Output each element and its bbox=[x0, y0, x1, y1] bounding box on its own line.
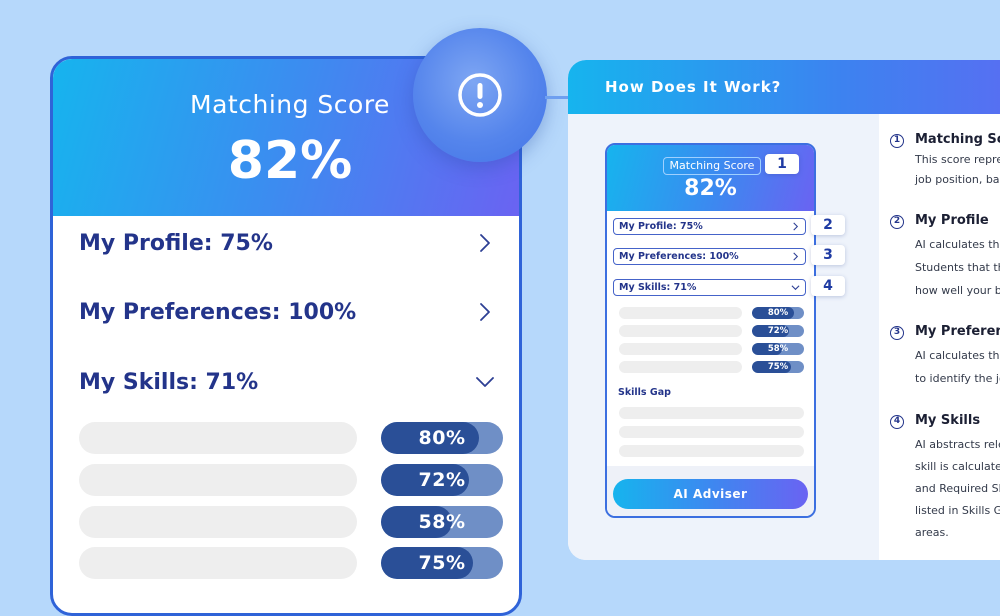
callout-tag-4: 4 bbox=[811, 276, 845, 296]
preferences-row[interactable]: My Preferences: 100% bbox=[79, 294, 503, 334]
mini-skill-pill: 58% bbox=[752, 343, 804, 355]
step-text: This score represents bbox=[915, 153, 1000, 166]
step-text: job position, based bbox=[915, 173, 1000, 186]
step-number: 2 bbox=[890, 215, 904, 229]
profile-row-label: My Profile: 75% bbox=[79, 231, 273, 256]
skills-gap-label: Skills Gap bbox=[618, 387, 671, 398]
mini-skill-label: 58% bbox=[767, 344, 789, 354]
chevron-right-icon bbox=[793, 252, 799, 261]
skills-row-label: My Skills: 71% bbox=[79, 370, 259, 395]
step-text: AI calculates the bbox=[915, 238, 1000, 251]
step-title: My Profile bbox=[915, 213, 989, 228]
profile-row[interactable]: My Profile: 75% bbox=[79, 225, 503, 265]
connector-line bbox=[545, 96, 569, 99]
step-title: Matching Score bbox=[915, 132, 1000, 147]
callout-tag-1: 1 bbox=[765, 154, 799, 174]
panel-title: How Does It Work? bbox=[605, 78, 782, 96]
mini-skill-placeholder bbox=[619, 361, 742, 373]
step-text: AI calculates the bbox=[915, 349, 1000, 362]
skill-percent-label: 75% bbox=[418, 552, 466, 574]
skill-name-placeholder bbox=[79, 464, 357, 496]
chevron-down-icon bbox=[791, 285, 800, 291]
skill-percent-pill: 72% bbox=[381, 464, 503, 496]
exclamation-circle-icon bbox=[458, 73, 502, 117]
step-title: My Skills bbox=[915, 413, 981, 428]
skill-percent-pill: 80% bbox=[381, 422, 503, 454]
score-value: 82% bbox=[227, 131, 353, 191]
mini-preferences-row-label: My Preferences: 100% bbox=[619, 251, 739, 262]
skill-percent-label: 72% bbox=[418, 469, 466, 491]
callout-tag-2: 2 bbox=[811, 215, 845, 235]
skill-item: 72% bbox=[79, 464, 503, 496]
mini-skill-placeholder bbox=[619, 307, 742, 319]
skill-name-placeholder bbox=[79, 506, 357, 538]
step-number: 4 bbox=[890, 415, 904, 429]
chevron-down-icon bbox=[476, 377, 494, 387]
skill-item: 75% bbox=[79, 547, 503, 579]
mini-skill-pill: 80% bbox=[752, 307, 804, 319]
step-text: Students that the bbox=[915, 261, 1000, 274]
step-text: skill is calculated bbox=[915, 460, 1000, 473]
skills-gap-placeholder bbox=[619, 426, 804, 438]
step-text: how well your b bbox=[915, 284, 1000, 297]
callout-tag-3: 3 bbox=[811, 245, 845, 265]
panel-header bbox=[568, 60, 1000, 114]
skills-gap-placeholder bbox=[619, 445, 804, 457]
skills-row[interactable]: My Skills: 71% bbox=[79, 364, 503, 404]
skill-percent-label: 58% bbox=[418, 511, 466, 533]
skills-gap-placeholder bbox=[619, 407, 804, 419]
step-text: areas. bbox=[915, 526, 949, 539]
score-title: Matching Score bbox=[190, 90, 390, 119]
mini-skill-placeholder bbox=[619, 325, 742, 337]
mini-skill-placeholder bbox=[619, 343, 742, 355]
skill-item: 80% bbox=[79, 422, 503, 454]
step-text: and Required Sk bbox=[915, 482, 1000, 495]
ai-adviser-button[interactable]: AI Adviser bbox=[613, 479, 808, 509]
mini-skill-pill: 72% bbox=[752, 325, 804, 337]
step-number: 3 bbox=[890, 326, 904, 340]
step-text: AI abstracts rele bbox=[915, 438, 1000, 451]
mini-skill-label: 80% bbox=[767, 308, 789, 318]
mini-score-value: 82% bbox=[684, 176, 737, 201]
mini-score-title: Matching Score bbox=[663, 157, 761, 175]
step-title: My Preferences bbox=[915, 324, 1000, 339]
chevron-right-icon bbox=[480, 303, 490, 321]
skill-name-placeholder bbox=[79, 422, 357, 454]
skill-percent-label: 80% bbox=[418, 427, 466, 449]
mini-skill-pill: 75% bbox=[752, 361, 804, 373]
mini-skill-label: 75% bbox=[767, 362, 789, 372]
info-bubble[interactable] bbox=[413, 28, 547, 162]
mini-preferences-row: My Preferences: 100% bbox=[613, 248, 806, 265]
mini-profile-row: My Profile: 75% bbox=[613, 218, 806, 235]
mini-skills-row: My Skills: 71% bbox=[613, 279, 806, 296]
chevron-right-icon bbox=[793, 222, 799, 231]
step-number: 1 bbox=[890, 134, 904, 148]
mini-skill-label: 72% bbox=[767, 326, 789, 336]
preferences-row-label: My Preferences: 100% bbox=[79, 300, 357, 325]
step-text: listed in Skills G bbox=[915, 504, 1000, 517]
chevron-right-icon bbox=[480, 234, 490, 252]
mini-profile-row-label: My Profile: 75% bbox=[619, 221, 703, 232]
mini-score-card: Matching Score 82% My Profile: 75% My Pr… bbox=[605, 143, 816, 518]
skill-percent-pill: 58% bbox=[381, 506, 503, 538]
skill-item: 58% bbox=[79, 506, 503, 538]
mini-skills-row-label: My Skills: 71% bbox=[619, 282, 697, 293]
skill-name-placeholder bbox=[79, 547, 357, 579]
step-text: to identify the jo bbox=[915, 372, 1000, 385]
skill-percent-pill: 75% bbox=[381, 547, 503, 579]
